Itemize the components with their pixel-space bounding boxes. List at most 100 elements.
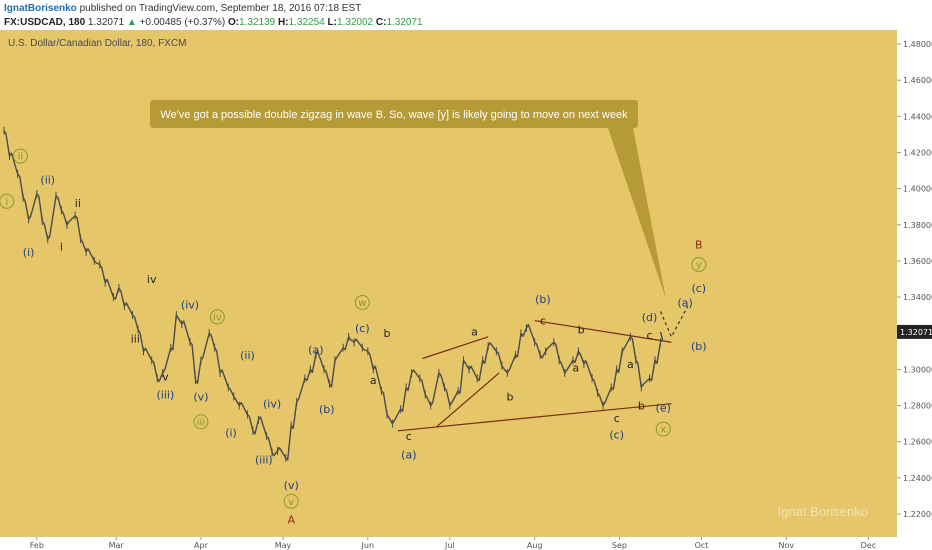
callout-box [150,100,638,128]
wave-label: (b) [691,340,707,353]
wave-label: A [287,513,295,526]
author-link[interactable]: IgnatBorisenko [4,3,77,14]
wave-label: (b) [319,403,335,416]
wave-label: c [540,315,546,328]
time-tick-label: Nov [779,541,795,550]
close-value: 1.32071 [386,17,423,28]
chart-title: U.S. Dollar/Canadian Dollar, 180, FXCM [8,38,186,49]
wave-label: a [370,374,377,387]
wave-label-circle [354,294,370,310]
trendline [435,372,500,428]
wave-label: (i) [225,427,237,440]
wave-label: b [638,399,645,412]
last-price: 1.32071 [87,17,125,28]
time-tick-label: Aug [527,541,543,550]
price-tick-label: 1.42000 [903,148,932,157]
trendline [534,319,672,343]
price-tick-label: 1.44000 [903,112,932,121]
time-tick-label: Sep [612,541,627,550]
time-tick-label: Apr [194,541,209,550]
wave-label: c [406,430,412,443]
chart-header: IgnatBorisenko published on TradingView.… [0,0,932,30]
projection-path [659,305,689,339]
callout: We've got a possible double zigzag in wa… [150,100,666,299]
wave-label: (iv) [263,398,281,411]
time-tick-label: May [275,541,292,550]
wave-label: ii [75,197,81,210]
price-change: +0.00485 (+0.37%) [139,17,226,28]
callout-pointer [608,128,666,299]
wave-label: (c) [355,322,370,335]
price-tick-label: 1.48000 [903,40,932,49]
time-tick-label: Jun [361,541,375,550]
symbol-label: FX:USDCAD, 180 [4,17,86,28]
callout-text: We've got a possible double zigzag in wa… [160,109,628,121]
price-tick-label: 1.34000 [903,293,932,302]
up-arrow-icon: ▲ [126,17,137,28]
wave-label: v [162,371,169,384]
wave-label-circle [0,193,15,209]
wave-label: iii [131,333,140,346]
trendlines [397,319,672,432]
wave-label: w [358,298,366,309]
price-tick-label: 1.28000 [903,401,932,410]
price-axis[interactable] [897,30,932,537]
wave-label: x [660,424,666,435]
watermark: Ignat Borisenko [778,504,868,519]
wave-label: iv [147,273,157,286]
price-tick-label: 1.30000 [903,365,932,374]
wave-label-circle [691,257,707,273]
time-tick-label: Jul [444,541,455,550]
price-tick-label: 1.36000 [903,257,932,266]
time-tick-label: Dec [861,541,876,550]
time-tick-label: Feb [30,541,44,550]
time-axis[interactable] [0,537,932,550]
time-tick-label: Oct [695,541,709,550]
current-price-label: 1.32071 [900,328,932,337]
wave-label: (iv) [181,298,199,311]
wave-label: (i) [23,246,35,259]
low-key: L: [327,17,337,28]
wave-label: iii [197,417,205,428]
wave-label: v [288,497,294,508]
wave-labels: iii(i)(ii)iiiiviiiv(iii)(iv)iv(v)iii(i)(… [0,148,707,526]
wave-label: (v) [193,390,208,403]
wave-label: a [627,358,634,371]
wave-label: (e) [656,401,671,414]
high-key: H: [278,17,289,28]
time-tick-label: Mar [109,541,125,550]
price-tick-label: 1.46000 [903,76,932,85]
wave-label: (ii) [240,349,255,362]
wave-label: iv [213,312,222,323]
wave-label-circle [193,414,209,430]
wave-label: y [696,260,702,271]
wave-label: (iii) [255,454,273,467]
open-value: 1.32139 [239,17,276,28]
price-tick-label: 1.22000 [903,510,932,519]
wave-label: (iii) [157,389,175,402]
wave-label: (d) [642,311,658,324]
wave-label-circle [209,309,225,325]
price-tick-label: 1.24000 [903,474,932,483]
wave-label: a [572,362,579,375]
wave-label: b [383,327,390,340]
wave-label-circle [655,421,671,437]
wave-label: (a) [677,296,692,309]
trendline [397,403,672,432]
trendline [422,336,489,360]
wave-label: c [647,329,653,342]
price-chart[interactable]: U.S. Dollar/Canadian Dollar, 180, FXCM W… [0,30,932,550]
wave-label: B [695,239,703,252]
wave-label: (a) [401,448,416,461]
wave-label: (a) [308,343,323,356]
publish-info: published on TradingView.com, September … [79,3,362,14]
wave-label: c [614,412,620,425]
high-value: 1.32254 [288,17,325,28]
wave-label: (c) [691,282,706,295]
price-tick-label: 1.40000 [903,185,932,194]
wave-label: (v) [284,479,299,492]
wave-label: (b) [535,293,551,306]
price-ticks: 1.48000 1.46000 1.44000 1.42000 1.40000 1.380… [897,40,932,519]
wave-label: b [578,324,585,337]
time-ticks: Feb Mar Apr May Jun Jul Aug Sep Oct Nov Dec [30,537,876,550]
